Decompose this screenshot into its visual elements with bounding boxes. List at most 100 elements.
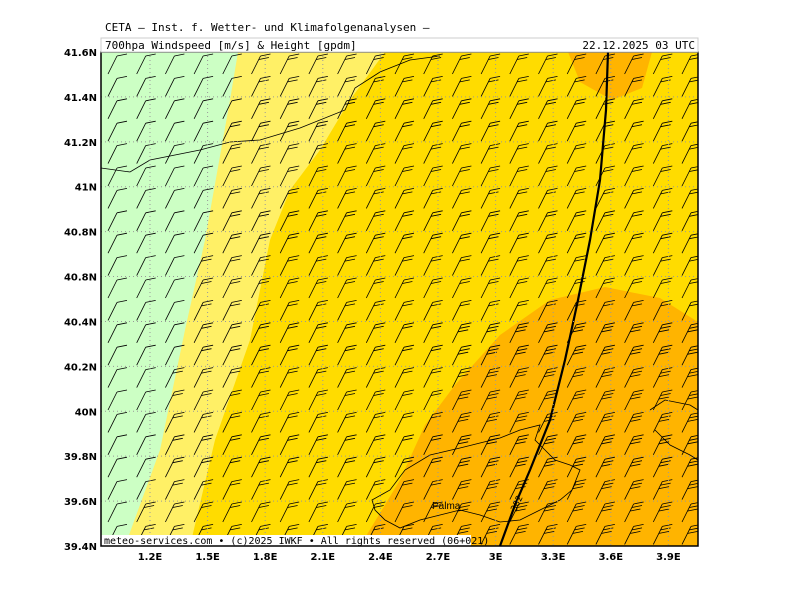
wind-barb [308,210,328,231]
lon-label: 3.6E [599,552,624,563]
wind-barb [624,143,644,164]
wind-barb [452,277,472,299]
wind-barb [566,165,587,187]
wind-barb [394,210,415,231]
wind-barb [566,434,587,455]
wind-barb [136,165,156,187]
wind-barb [538,524,558,545]
wind-barb [337,120,357,142]
wind-barb [165,53,185,75]
wind-barb [107,98,128,119]
wind-barb [652,389,673,411]
wind-barb [509,300,529,321]
wind-barb [222,389,242,411]
wind-barb [480,98,501,119]
wind-barb [452,188,472,209]
wind-barb [308,389,328,411]
wind-barb [624,322,644,343]
wind-barb [538,165,558,187]
lon-label: 2.4E [368,552,393,563]
wind-barb [251,120,271,142]
wind-barb [165,188,185,209]
wind-barb [452,389,472,411]
wind-barb [136,232,156,254]
wind-barb [279,255,300,276]
wind-barb [222,143,242,164]
wind-barb [423,188,443,209]
wind-barb [480,232,501,254]
wind-barb [394,255,415,276]
wind-barb [423,98,443,119]
wind-barb [652,277,673,299]
wind-barb [136,143,156,164]
wind-barb [452,322,472,343]
lon-label: 3E [489,552,503,563]
wind-barb [107,479,128,500]
wind-barb [452,456,472,478]
wind-barb [279,501,300,523]
wind-barb [652,300,673,321]
wind-barb [308,120,328,142]
wind-barb [595,434,615,455]
wind-barb [624,524,644,545]
wind-barb [538,53,558,75]
wind-barb [279,456,300,478]
wind-barb [452,232,472,254]
wind-barb [480,165,501,187]
wind-barb [222,300,242,321]
wind-barb [107,300,128,321]
wind-barb [165,389,185,411]
wind-barb [136,434,156,455]
wind-barb [681,345,698,366]
wind-barb [107,322,128,343]
wind-barb [251,389,271,411]
header-valid: 22.12.2025 03 UTC [582,39,695,52]
axis-labels: 41.6N 41.4N 41.2N 41N 40.8N 40.8N 40.4N 40.2N 40… [64,48,681,563]
wind-barb [652,412,673,433]
wind-barb [681,390,698,411]
wind-barb [165,479,185,500]
wind-barb [452,367,472,388]
fields: 302 Palma meteo-services.com • (c)2025 I… [101,52,698,546]
wind-barb [652,232,673,254]
wind-barb [107,76,128,97]
wind-barb [193,344,214,366]
wind-barb [394,98,415,119]
wind-barb [337,367,357,388]
wind-barb [136,412,156,433]
wind-barb [337,210,357,231]
wind-barb [136,300,156,321]
wind-barb [509,434,529,455]
wind-barb [652,501,673,523]
wind-barb [279,188,300,209]
lat-label: 41.2N [64,138,97,149]
wind-barb [394,456,415,478]
wind-barb [308,165,328,187]
wind-barb [337,165,357,187]
wind-barb [136,322,156,343]
wind-barb [365,98,386,119]
wind-barb [279,76,300,97]
wind-barb [107,120,128,142]
wind-barb [538,389,558,411]
wind-barb [681,367,698,388]
wind-barb [193,501,214,523]
wind-barb [423,300,443,321]
wind-barb [652,255,673,276]
wind-barb [337,143,357,164]
wind-barb [423,344,443,366]
wind-barb [566,255,587,276]
wind-barb [480,412,501,433]
wind-barb [365,53,386,75]
wind-barb [538,456,558,478]
wind-barb [538,210,558,231]
wind-barb [308,53,328,75]
wind-barb [394,501,415,523]
wind-barb [193,456,214,478]
wind-barb [394,389,415,411]
lat-label: 40.2N [64,362,97,373]
wind-barb [423,389,443,411]
lat-label: 41.4N [64,93,97,104]
wind-barb [624,277,644,299]
wind-barb [193,98,214,119]
